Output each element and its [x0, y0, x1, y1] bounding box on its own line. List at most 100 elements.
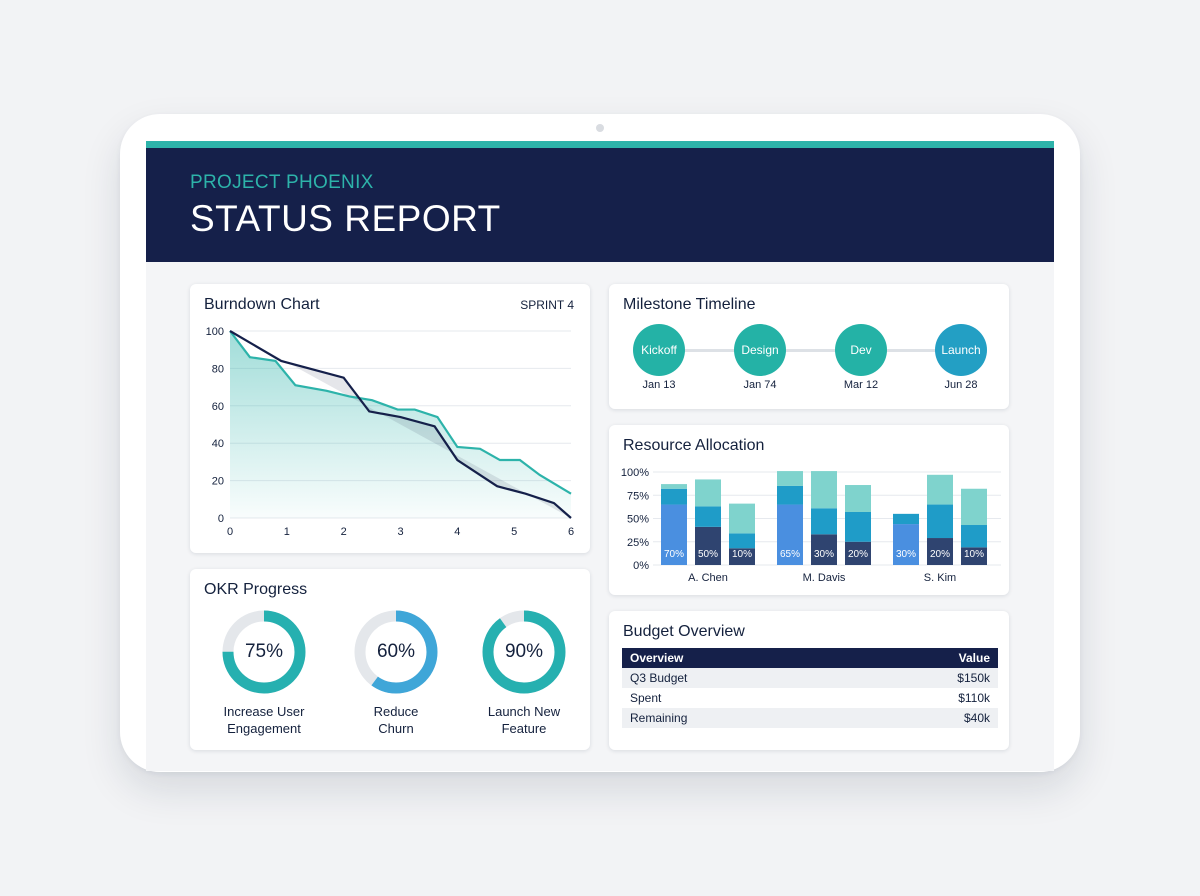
y-tick-label: 40	[212, 438, 224, 450]
bar-data-label: 65%	[780, 549, 800, 560]
milestone-design[interactable]: Design Jan 74	[725, 324, 795, 391]
sprint-label: SPRINT 4	[520, 298, 574, 312]
okr-label: Increase User Engagement	[204, 703, 324, 737]
milestone-date: Jan 13	[642, 379, 676, 391]
page-title: STATUS REPORT	[190, 198, 501, 239]
okr-ring-0	[222, 610, 306, 694]
y-tick-label: 0%	[633, 560, 649, 572]
bar-segment	[961, 488, 987, 526]
ring-progress	[482, 610, 566, 694]
milestone-launch[interactable]: Launch Jun 28	[926, 324, 996, 391]
bar-data-label: 30%	[814, 549, 834, 560]
series-line-teal	[229, 330, 572, 495]
timeline-line	[669, 349, 959, 352]
okr-item: 75% Increase User Engagement	[204, 607, 324, 737]
bar-segment	[695, 506, 721, 527]
x-tick-label: M. Davis	[803, 572, 846, 584]
bar-segment	[893, 524, 919, 565]
burndown-card: Burndown Chart SPRINT 4 0 20 40 60 80 100 0 1 2 3…	[190, 284, 590, 553]
bar-segment	[729, 503, 755, 534]
budget-card: Budget Overview Overview Value Q3 Budget…	[609, 611, 1009, 750]
burndown-chart: 0 20 40 60 80 100 0 1 2 3 4 5 6	[206, 326, 574, 538]
table-header-row: Overview Value	[622, 648, 998, 668]
x-tick-label: 0	[227, 526, 233, 538]
bar-data-label: 20%	[848, 549, 868, 560]
ring-progress	[354, 610, 438, 694]
bar-segment	[845, 541, 871, 565]
screen: PROJECT PHOENIX STATUS REPORT Burndown C…	[146, 141, 1054, 771]
project-name: PROJECT PHOENIX	[190, 172, 374, 193]
x-tick-label: S. Kim	[924, 572, 956, 584]
y-tick-label: 100%	[621, 467, 649, 479]
y-tick-label: 25%	[627, 537, 649, 549]
okr-ring-2	[482, 610, 566, 694]
bar-segment	[695, 479, 721, 507]
x-tick-label: 4	[454, 526, 460, 538]
okr-label-line: Feature	[501, 721, 547, 736]
bar-segment	[961, 547, 987, 565]
milestone-dev[interactable]: Dev Mar 12	[826, 324, 896, 391]
bar-segment	[811, 534, 837, 565]
row-value: $40k	[847, 708, 998, 728]
bar-data-label: 10%	[964, 549, 984, 560]
resource-title: Resource Allocation	[623, 437, 765, 454]
okr-item: 90% Launch New Feature	[464, 607, 584, 737]
row-label: Remaining	[622, 708, 848, 728]
x-tick-label: 1	[284, 526, 290, 538]
bar-data-label: 50%	[698, 549, 718, 560]
bar-segment	[811, 508, 837, 535]
series-line-navy	[229, 330, 572, 519]
table-row: Remaining $40k	[622, 708, 998, 728]
bar-data-label: 30%	[896, 549, 916, 560]
budget-table: Overview Value Q3 Budget $150k Spent $11…	[622, 648, 998, 728]
okr-label-line: Reduce	[373, 704, 419, 719]
bar-data-label: 70%	[664, 549, 684, 560]
y-tick-label: 0	[218, 513, 224, 525]
budget-title: Budget Overview	[623, 623, 745, 640]
table-row: Q3 Budget $150k	[622, 668, 998, 688]
bar-segment	[845, 485, 871, 512]
report-header: PROJECT PHOENIX STATUS REPORT	[146, 141, 1054, 262]
milestone-dot: Dev	[835, 324, 887, 376]
burndown-area	[230, 331, 571, 518]
okr-value: 60%	[376, 641, 416, 662]
bar-segment	[893, 513, 919, 525]
okr-label: Reduce Churn	[336, 703, 456, 737]
milestone-kickoff[interactable]: Kickoff Jan 13	[624, 324, 694, 391]
okr-ring-1	[354, 610, 438, 694]
bar-segment	[661, 488, 687, 505]
row-label: Q3 Budget	[622, 668, 848, 688]
okr-value: 90%	[504, 641, 544, 662]
bar-segment	[927, 504, 953, 539]
okr-value: 75%	[244, 641, 284, 662]
y-tick-label: 80	[212, 363, 224, 375]
column-header: Overview	[622, 648, 848, 668]
burndown-title: Burndown Chart	[204, 296, 320, 313]
x-tick-label: 3	[397, 526, 403, 538]
bar-data-label: 10%	[732, 549, 752, 560]
row-value: $110k	[958, 691, 990, 705]
bar-segment	[845, 511, 871, 542]
milestone-date: Jan 74	[743, 379, 777, 391]
bar-segment	[729, 548, 755, 565]
y-tick-label: 75%	[627, 490, 649, 502]
bar-segment	[811, 471, 837, 509]
camera-dot	[596, 124, 604, 132]
resource-chart: 0% 25% 50% 75% 100% 70% 50% 10% A. Chen 65% 30% 20%…	[621, 467, 1001, 584]
milestone-title: Milestone Timeline	[623, 296, 756, 313]
bar-data-label: 20%	[930, 549, 950, 560]
okr-label: Launch New Feature	[464, 703, 584, 737]
okr-item: 60% Reduce Churn	[336, 607, 456, 737]
milestone-dot: Kickoff	[633, 324, 685, 376]
ring-progress	[222, 610, 306, 694]
okr-title: OKR Progress	[204, 581, 308, 598]
bar-segment	[661, 484, 687, 489]
okr-label-line: Launch New	[487, 704, 561, 719]
x-tick-label: A. Chen	[688, 572, 728, 584]
bar-segment	[961, 525, 987, 548]
bar-segment	[729, 533, 755, 549]
milestone-dot: Design	[734, 324, 786, 376]
row-value: $150k	[847, 668, 998, 688]
milestone-dot: Launch	[935, 324, 987, 376]
okr-card: OKR Progress 75% Increase User Engagemen…	[190, 569, 590, 750]
